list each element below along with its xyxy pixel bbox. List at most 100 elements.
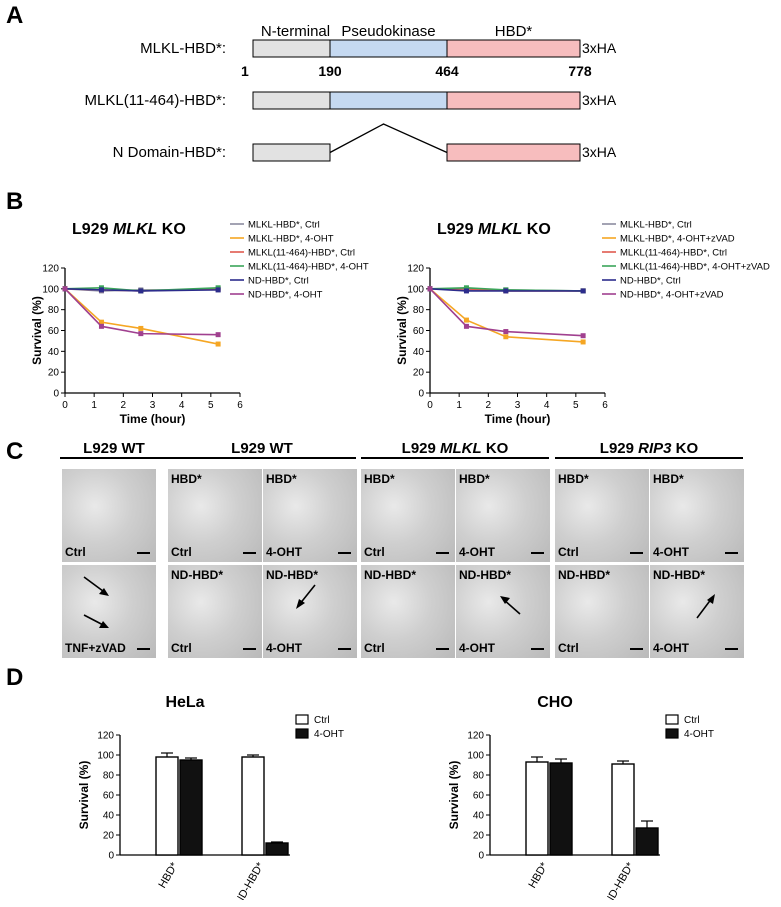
section-title-2: L929 WT [168,440,356,459]
survival-line-chart-right: L929 MLKL KO 0 20 40 60 80 100 120 0 1 2 3 4 5 6 Time (… [395,220,770,427]
cell-top-label: HBD* [266,472,297,486]
y-tick-label: 100 [97,751,114,762]
data-point [215,287,221,293]
position-label: 190 [318,63,342,79]
y-tick-label: 0 [108,851,114,862]
domain-hbd [446,91,581,110]
survival-bar-chart-hela: HeLa 0 20 40 60 80 100 120 Survival (%) HBD* ND-HB… [77,694,344,900]
x-tick-label: 1 [456,400,462,411]
y-axis-label: Survival (%) [77,761,91,830]
legend-entry: ND-HBD*, Ctrl [620,276,681,287]
chart-title: L929 MLKL KO [437,221,551,238]
data-point [580,333,586,339]
x-tick-label: ND-HBD* [233,860,267,900]
domain-pseudokinase [329,91,448,110]
domain-n-terminal [252,91,331,110]
y-axis-label: Survival (%) [395,296,409,365]
y-tick-label: 20 [103,831,115,842]
series-line [64,288,219,336]
y-tick-label: 0 [478,851,484,862]
domain-pseudokinase [329,39,448,58]
scale-bar [137,552,150,554]
data-point [463,323,469,329]
micrograph-cell: ND-HBD* Ctrl [168,565,262,658]
x-tick-label: 6 [237,400,243,411]
panel-label-d: D [6,664,24,691]
y-tick-label: 100 [42,284,59,295]
arrow-icon [696,594,715,619]
data-point [503,334,509,340]
legend-entry: MLKL(11-464)-HBD*, 4-OHT [248,262,369,273]
scale-bar [531,648,544,650]
legend-entry: MLKL(11-464)-HBD*, Ctrl [248,248,355,259]
tag-label: 3xHA [582,40,617,56]
x-tick-label: 6 [602,400,608,411]
data-point [98,287,104,293]
legend-entry: ND-HBD*, 4-OHT+zVAD [620,290,724,301]
x-tick-label: 0 [62,400,68,411]
cell-bottom-label: Ctrl [171,641,192,655]
scale-bar [630,648,643,650]
data-point [138,288,144,294]
series-line [429,288,584,292]
cell-top-label: ND-HBD* [459,568,511,582]
x-tick-label: 4 [544,400,550,411]
micrograph-cell: HBD* Ctrl [555,469,649,562]
micrograph-cell: ND-HBD* 4-OHT [650,565,744,658]
cell-top-label: ND-HBD* [171,568,223,582]
x-tick-label: 3 [515,400,521,411]
y-tick-label: 100 [407,284,424,295]
y-tick-label: 120 [467,731,484,742]
x-tick-label: HBD* [526,860,551,890]
section-title-4: L929 RIP3 KO [555,440,743,459]
legend-entry: MLKL-HBD*, 4-OHT [248,234,334,245]
y-tick-label: 40 [413,347,425,358]
construct-label: MLKL(11-464)-HBD*: [85,92,226,109]
arrow-icon [296,584,316,609]
cell-bottom-label: 4-OHT [653,545,689,559]
micrograph-cell: HBD* 4-OHT [263,469,357,562]
construct-label: N Domain-HBD*: [113,144,226,161]
legend-entry: 4-OHT [684,729,714,740]
cell-bottom-label: 4-OHT [459,545,495,559]
deletion-line [329,123,448,154]
series-line [64,288,219,345]
y-tick-label: 120 [42,264,59,275]
chart-title: L929 MLKL KO [72,221,186,238]
y-tick-label: 20 [413,368,425,379]
scale-bar [137,648,150,650]
bar [635,827,659,856]
cell-top-label: HBD* [171,472,202,486]
legend-entry: ND-HBD*, Ctrl [248,276,309,287]
y-tick-label: 80 [413,305,425,316]
position-label: 778 [568,63,592,79]
data-point [98,319,104,325]
tag-label: 3xHA [582,92,617,108]
data-point [98,323,104,329]
scale-bar [725,648,738,650]
bar [241,756,265,856]
scale-bar [436,648,449,650]
x-tick-label: 2 [121,400,127,411]
chart-title: CHO [537,694,573,711]
construct-label: MLKL-HBD*: [140,40,226,57]
data-point [580,288,586,294]
y-tick-label: 100 [467,751,484,762]
y-tick-label: 0 [53,389,59,400]
micrograph-cell: HBD* 4-OHT [650,469,744,562]
bar [155,756,179,856]
cell-bottom-label: 4-OHT [459,641,495,655]
bar [265,842,289,856]
y-axis-label: Survival (%) [30,296,44,365]
bar [525,761,549,856]
domain-diagram: N-terminal Pseudokinase HBD* MLKL-HBD*: 3xHA… [85,23,617,162]
arrow-icon [83,576,109,628]
bar [611,763,635,856]
series-line [64,288,219,292]
x-tick-label: 0 [427,400,433,411]
cell-bottom-label: Ctrl [558,545,579,559]
domain-hbd [446,39,581,58]
data-point [138,331,144,337]
scale-bar [243,648,256,650]
legend-entry: MLKL-HBD*, Ctrl [248,220,320,231]
